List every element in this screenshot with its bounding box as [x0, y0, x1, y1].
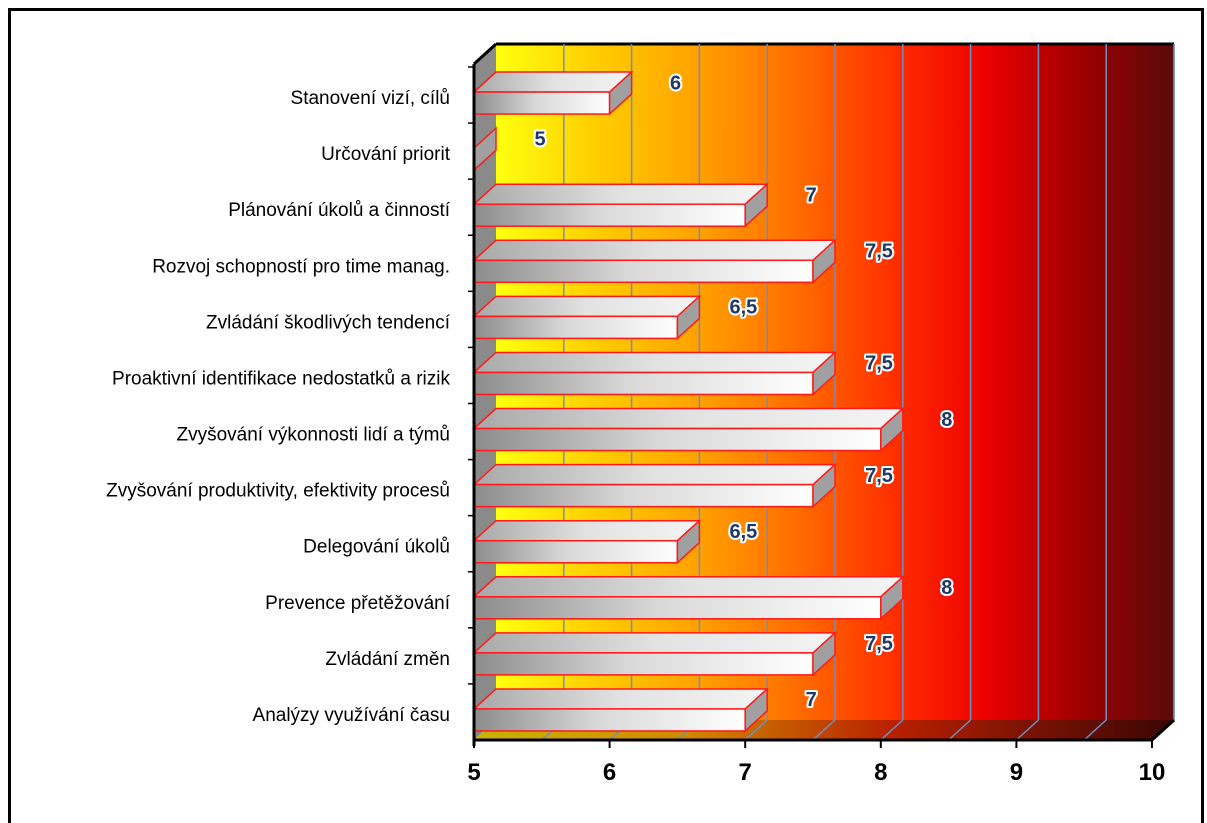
bar-front [473, 652, 814, 676]
bar-end [676, 519, 701, 565]
category-label: Rozvoj schopností pro time manag. [152, 256, 450, 277]
bar-end [608, 70, 633, 116]
x-axis-depth-edge [1150, 718, 1176, 742]
bar [472, 575, 905, 621]
x-tick-label: 9 [1010, 759, 1023, 786]
bar [472, 182, 770, 228]
bar-front [473, 708, 746, 732]
bars [472, 70, 905, 733]
floor-gridline [948, 719, 972, 741]
bar-top [472, 183, 770, 205]
bar [472, 70, 634, 116]
data-label: 8 [941, 577, 952, 599]
data-label: 7,5 [865, 241, 893, 263]
category-label: Zvyšování produktivity, efektivity proce… [106, 481, 450, 502]
bar [472, 519, 702, 565]
category-label: Delegování úkolů [303, 537, 450, 558]
category-label: Prevence přetěžování [265, 593, 451, 614]
data-label: 6 [670, 72, 681, 94]
value-labels: 6 5 7 7,5 6,5 7,5 8 7,5 6,5 8 7,5 7 [532, 70, 954, 713]
x-tick-label: 8 [874, 759, 887, 786]
data-label: 7 [806, 689, 817, 711]
data-label: 7 [806, 184, 817, 206]
bar-front [473, 596, 882, 620]
floor-gridline [1083, 719, 1107, 741]
bar-top [472, 519, 702, 542]
data-label: 8 [941, 409, 952, 431]
bar [472, 406, 905, 453]
bar-top [472, 632, 837, 654]
bar-end [744, 687, 768, 733]
bar-front [473, 259, 814, 284]
bar [472, 631, 837, 677]
chart-frame [8, 8, 1204, 823]
bar-front [473, 483, 814, 508]
bar-end [880, 575, 904, 621]
bar-end [812, 462, 836, 509]
category-label: Zvyšování výkonnosti lidí a týmů [177, 425, 451, 446]
bar-top [472, 351, 837, 374]
bar [472, 462, 837, 509]
category-labels: Stanovení vizí, cílů Určování priorit Plán… [106, 88, 451, 726]
bar-front [473, 427, 882, 452]
x-tick-label: 7 [739, 759, 752, 786]
bar-top [472, 239, 837, 262]
bar-top [472, 463, 837, 486]
floor-gridline [744, 719, 768, 741]
data-label: 7,5 [865, 353, 893, 375]
bar-end [676, 294, 701, 341]
category-label: Proaktivní identifikace nedostatků a riz… [112, 368, 450, 389]
category-label: Zvládání škodlivých tendencí [206, 312, 451, 333]
bar-front [473, 91, 611, 115]
bar-top [472, 688, 770, 710]
category-label: Stanovení vizí, cílů [291, 88, 450, 109]
bar-end [812, 238, 836, 284]
x-tick-label: 5 [467, 759, 480, 786]
bar-front [473, 539, 679, 564]
bar [472, 294, 702, 341]
data-label: 7,5 [865, 465, 893, 487]
data-label: 6,5 [729, 521, 757, 543]
bar-top [472, 576, 905, 598]
bar-front [473, 371, 814, 396]
category-label: Plánování úkolů a činností [228, 200, 451, 221]
bar-top [472, 407, 905, 430]
x-tick-label: 10 [1139, 759, 1166, 786]
floor-gridline [1015, 719, 1039, 741]
bar [472, 687, 770, 733]
data-label: 5 [534, 128, 545, 150]
category-label: Určování priorit [321, 144, 451, 165]
category-label: Analýzy využívání času [253, 705, 450, 726]
y-axis-depth-edge [472, 42, 498, 66]
bar [472, 350, 837, 397]
data-label: 6,5 [729, 297, 757, 319]
x-tick-label: 6 [603, 759, 616, 786]
bar-front [473, 203, 746, 227]
bar-end [880, 406, 904, 453]
floor-gridline [812, 719, 836, 741]
bar-front [473, 315, 679, 340]
x-axis: 5 6 7 8 9 10 [467, 42, 1176, 786]
bar-end [744, 182, 768, 228]
bar-top [472, 295, 702, 318]
bar [472, 238, 837, 284]
category-label: Zvládání změn [325, 649, 450, 670]
bar-end [812, 631, 836, 677]
bar-top [472, 71, 634, 93]
bar-end [812, 350, 836, 397]
floor-gridline [880, 719, 904, 741]
data-label: 7,5 [865, 633, 893, 655]
